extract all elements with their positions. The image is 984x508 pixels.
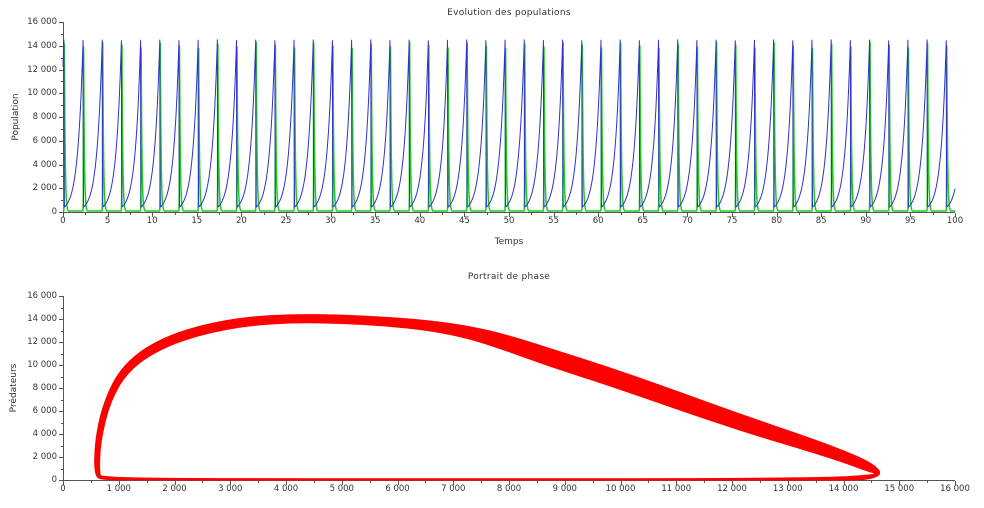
y-tick-label: 10 000	[27, 360, 57, 370]
top-chart-title: Evolution des populations	[447, 8, 571, 18]
x-tick-label: 13 000	[772, 484, 803, 494]
top-chart-x-axis-title: Temps	[494, 237, 524, 247]
x-tick-label: 0	[60, 216, 66, 226]
x-tick-label: 1 000	[106, 484, 131, 494]
x-tick-label: 11 000	[661, 484, 692, 494]
y-tick-label: 4 000	[32, 429, 57, 439]
x-tick-label: 85	[815, 216, 827, 226]
y-tick-label: 14 000	[27, 40, 57, 51]
x-tick-label: 12 000	[717, 484, 747, 494]
x-tick-label: 4 000	[273, 484, 299, 494]
x-tick-label: 55	[548, 216, 559, 226]
x-tick-label: 5 000	[329, 484, 354, 494]
y-tick-label: 14 000	[27, 314, 57, 324]
y-tick-label: 6 000	[32, 406, 57, 416]
y-tick-label: 12 000	[27, 337, 57, 347]
y-tick-label: 2 000	[32, 452, 57, 462]
y-tick-label: 0	[51, 475, 57, 485]
x-tick-label: 40	[414, 216, 426, 226]
x-tick-label: 6 000	[385, 484, 410, 494]
x-tick-label: 25	[280, 216, 292, 226]
y-tick-label: 12 000	[27, 64, 57, 75]
y-tick-label: 0	[51, 207, 57, 217]
x-tick-label: 90	[860, 216, 872, 226]
x-tick-label: 8 000	[496, 484, 522, 494]
x-tick-label: 65	[637, 216, 649, 226]
bottom-chart-title: Portrait de phase	[467, 272, 551, 282]
x-tick-label: 7 000	[441, 484, 466, 494]
x-tick-label: 60	[592, 216, 604, 226]
y-tick-label: 4 000	[32, 159, 57, 170]
x-tick-label: 30	[325, 216, 336, 226]
y-tick-label: 6 000	[32, 135, 57, 146]
x-tick-label: 20	[235, 216, 247, 226]
y-tick-label: 8 000	[32, 383, 57, 393]
y-tick-label: 16 000	[27, 291, 57, 301]
x-tick-label: 80	[771, 216, 782, 226]
x-tick-label: 75	[726, 216, 738, 226]
x-tick-label: 5	[104, 216, 111, 226]
y-tick-label: 16 000	[27, 17, 57, 27]
x-tick-label: 0	[60, 484, 66, 494]
y-tick-label: 10 000	[27, 88, 57, 99]
x-tick-label: 95	[904, 216, 916, 226]
x-tick-label: 50	[503, 216, 515, 226]
x-tick-label: 10	[146, 216, 158, 226]
x-tick-label: 35	[369, 216, 381, 226]
x-tick-label: 70	[681, 216, 693, 226]
x-tick-label: 15	[191, 216, 203, 226]
x-tick-label: 15 000	[884, 484, 915, 494]
x-tick-label: 16 000	[940, 484, 970, 494]
y-tick-label: 8 000	[32, 112, 57, 122]
x-tick-label: 45	[458, 216, 470, 226]
x-tick-label: 10 000	[605, 484, 636, 494]
x-tick-label: 3 000	[218, 484, 243, 494]
y-tick-label: 2 000	[32, 183, 57, 194]
x-tick-label: 100	[946, 216, 964, 226]
x-tick-label: 14 000	[828, 484, 859, 494]
x-tick-label: 2 000	[162, 484, 187, 494]
x-tick-label: 9 000	[552, 484, 577, 494]
